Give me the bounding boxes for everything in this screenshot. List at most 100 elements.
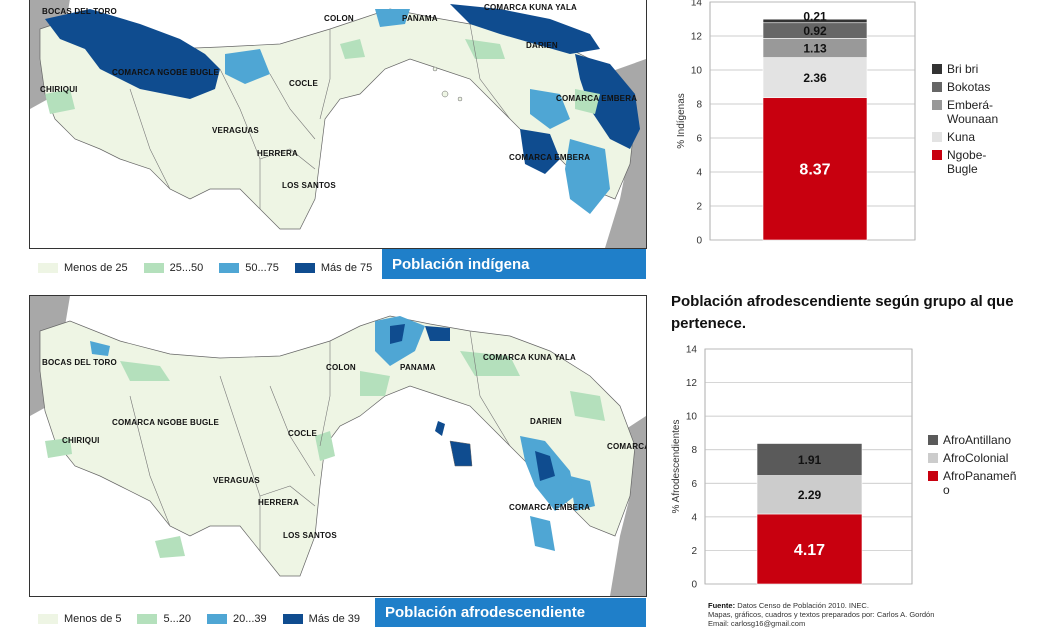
legend-row: AfroPanameño <box>928 469 1028 497</box>
legend-swatch <box>143 263 164 273</box>
email-line: Email: carlosg16@gmail.com <box>708 619 806 628</box>
legend-swatch <box>219 263 240 273</box>
map-indigenous: BOCAS DEL TORO COLON PANAMA COMARCA KUNA… <box>29 0 647 249</box>
map-label: BOCAS DEL TORO <box>42 358 117 367</box>
indigenous-bar-chart: 0 2 4 6 8 10 12 14 % Indígenas 8.37 2.36 1.13 0.920.… <box>676 0 916 247</box>
legend-swatch <box>932 132 942 142</box>
map-label: COCLE <box>288 429 317 438</box>
legend-item: 50...75 <box>219 262 279 274</box>
map-label: CHIRIQUI <box>40 85 78 94</box>
y-tick-label: 12 <box>686 378 698 389</box>
map-label: HERRERA <box>257 149 298 158</box>
y-tick-label: 0 <box>696 236 702 247</box>
bar-data-label: 2.29 <box>798 488 822 502</box>
map-indigenous-banner: Población indígena <box>382 249 646 279</box>
bar-data-label: 1.13 <box>803 41 827 55</box>
y-tick-label: 4 <box>691 512 697 523</box>
legend-item: Menos de 25 <box>38 262 128 274</box>
y-tick-label: 8 <box>691 445 697 456</box>
legend-swatch <box>932 150 942 160</box>
legend-swatch <box>932 100 942 110</box>
legend-item: Menos de 5 <box>38 613 121 625</box>
legend-swatch <box>928 471 938 481</box>
bar-data-label: 2.36 <box>803 71 827 85</box>
bar-segment <box>756 513 863 585</box>
bar-data-label: 4.17 <box>794 542 825 559</box>
bar-segment <box>762 18 868 24</box>
bar-segment <box>756 443 863 476</box>
indigenous-chart-legend: Bri bri Bokotas Emberá-Wounaan Kuna Ngob… <box>932 62 1022 180</box>
y-tick-label: 10 <box>691 66 703 77</box>
legend-label: 5...20 <box>163 613 192 625</box>
legend-row: AfroColonial <box>928 451 1028 465</box>
legend-label: 50...75 <box>245 262 279 274</box>
y-tick-label: 12 <box>691 32 703 43</box>
legend-item: Más de 39 <box>282 613 360 625</box>
map-label: CHIRIQUI <box>62 436 100 445</box>
bar-data-label: 0.21 <box>803 9 827 23</box>
y-tick-label: 10 <box>686 412 698 423</box>
source-footer: Fuente: Datos Censo de Población 2010. I… <box>708 601 1038 628</box>
bar-segment <box>756 475 863 515</box>
afro-chart-legend: AfroAntillano AfroColonial AfroPanameño <box>928 433 1028 501</box>
source-text: Datos Censo de Población 2010. INEC. <box>737 601 869 610</box>
author-line: Mapas, gráficos, cuadros y textos prepar… <box>708 610 935 619</box>
y-tick-label: 14 <box>691 0 703 9</box>
map-indigenous-legend: Menos de 25 25...50 50...75 Más de 75 <box>38 262 382 274</box>
bar-data-label: 8.37 <box>799 162 830 179</box>
legend-label: Más de 75 <box>320 262 373 274</box>
legend-item: Más de 75 <box>294 262 373 274</box>
y-axis-label: % Afrodescendientes <box>671 420 682 514</box>
source-label: Fuente: <box>708 601 736 610</box>
map-label: COMARCA KUNA YALA <box>483 353 577 362</box>
legend-swatch <box>38 263 58 273</box>
map-label: COMARCA EMBERA <box>607 442 647 451</box>
y-tick-label: 6 <box>696 134 702 145</box>
y-tick-label: 8 <box>696 100 702 111</box>
y-axis-label: % Indígenas <box>676 93 687 149</box>
map-label: DARIEN <box>530 417 562 426</box>
legend-row: Emberá-Wounaan <box>932 98 1022 126</box>
legend-swatch <box>294 263 315 273</box>
legend-label: Bokotas <box>947 80 991 94</box>
map-label: COMARCA EMBERA <box>556 94 638 103</box>
legend-label: Kuna <box>947 130 976 144</box>
y-tick-label: 2 <box>696 202 702 213</box>
map-label: COMARCA NGOBE BUGLE <box>112 68 220 77</box>
y-tick-label: 4 <box>696 168 702 179</box>
legend-label: 25...50 <box>169 262 204 274</box>
legend-swatch <box>928 435 938 445</box>
legend-swatch <box>282 614 303 624</box>
map-label: BOCAS DEL TORO <box>42 7 117 16</box>
legend-row: Ngobe-Bugle <box>932 148 1022 176</box>
bar-segment <box>762 57 868 99</box>
map-afro-legend: Menos de 5 5...20 20...39 Más de 39 <box>38 613 370 625</box>
y-tick-label: 2 <box>691 546 697 557</box>
map-label: COMARCA EMBERA <box>509 153 591 162</box>
legend-item: 5...20 <box>137 613 191 625</box>
legend-label: 20...39 <box>233 613 267 625</box>
map-label: COCLE <box>289 79 318 88</box>
legend-row: Bri bri <box>932 62 1022 76</box>
afro-chart-title: Población afrodescendiente según grupo a… <box>671 293 1014 332</box>
legend-label: Menos de 5 <box>64 613 122 625</box>
afro-bar-chart: 0 2 4 6 8 10 12 14 % Afrodescendientes 4.17 2.29 1.… <box>671 345 913 591</box>
bar-data-label: 0.92 <box>803 24 827 38</box>
legend-swatch <box>932 64 942 74</box>
map-afro: BOCAS DEL TORO COMARCA KUNA YALA COLON P… <box>29 295 647 597</box>
legend-label: AfroColonial <box>943 451 1009 465</box>
legend-label: Emberá-Wounaan <box>947 98 999 126</box>
map-label: LOS SANTOS <box>282 181 336 190</box>
bar-segment <box>762 97 868 241</box>
legend-swatch <box>207 614 228 624</box>
legend-row: Bokotas <box>932 80 1022 94</box>
map-label: DARIEN <box>526 41 558 50</box>
legend-label: Ngobe-Bugle <box>947 148 987 176</box>
map-label: COMARCA EMBERA <box>509 503 591 512</box>
map-label: HERRERA <box>258 498 299 507</box>
legend-swatch <box>137 614 158 624</box>
legend-item: 20...39 <box>207 613 267 625</box>
legend-label: Menos de 25 <box>64 262 128 274</box>
legend-label: AfroPanameño <box>943 469 1017 497</box>
map-indigenous-shapes <box>30 0 646 248</box>
